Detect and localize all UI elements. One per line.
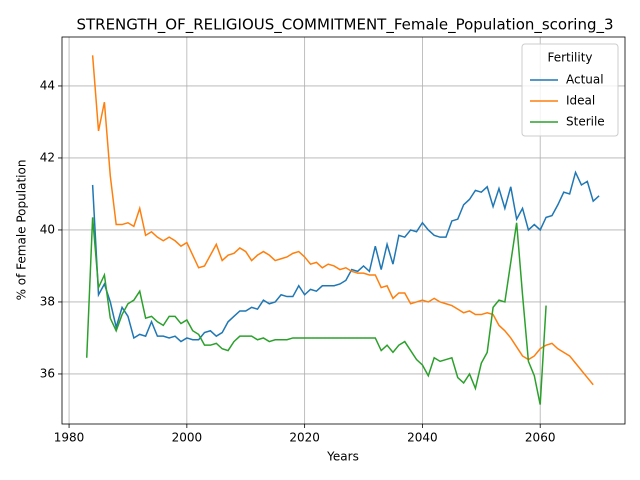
x-axis-label: Years: [326, 450, 359, 464]
data-line: [91, 170, 600, 343]
y-tick-label: 44: [40, 78, 55, 92]
x-tick-label: 2020: [289, 431, 320, 445]
legend-title: Fertility: [547, 51, 592, 65]
plot-frame: [61, 36, 626, 425]
legend-label: Sterile: [566, 115, 605, 129]
x-tick-label: 2040: [407, 431, 438, 445]
y-axis-label: % of Female Population: [15, 160, 29, 301]
x-tick-label: 1980: [54, 431, 85, 445]
y-tick-label: 36: [40, 366, 55, 380]
y-tick-label: 38: [40, 294, 55, 308]
y-tick-label: 40: [40, 222, 55, 236]
data-line: [91, 55, 594, 386]
y-tick-label: 42: [40, 150, 55, 164]
data-line: [85, 217, 547, 405]
legend-box: [521, 43, 619, 137]
legend-label: Ideal: [566, 94, 595, 108]
chart-title: STRENGTH_OF_RELIGIOUS_COMMITMENT_Female_…: [76, 16, 613, 35]
x-tick-label: 2060: [525, 431, 556, 445]
x-tick-label: 2000: [172, 431, 203, 445]
legend-label: Actual: [566, 73, 604, 87]
